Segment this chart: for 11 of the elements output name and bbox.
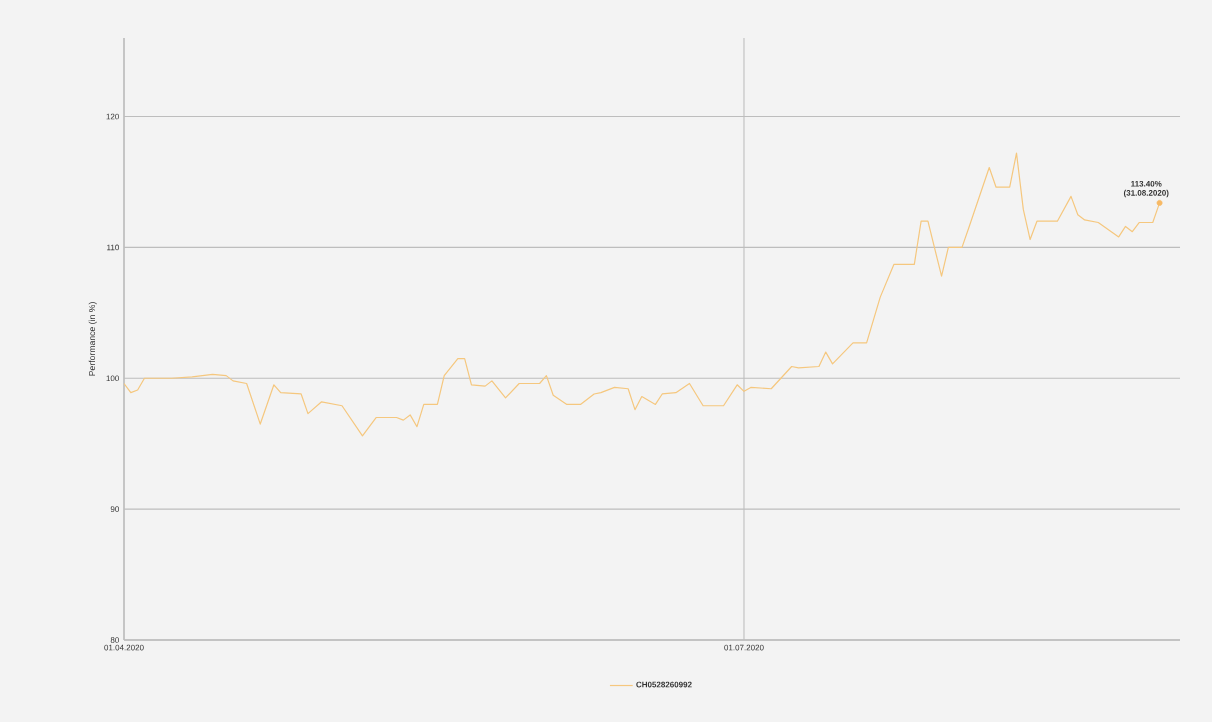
y-tick-label: 110 — [107, 244, 119, 251]
legend-label: CH0528260992 — [636, 681, 692, 688]
y-tick-label: 120 — [106, 113, 119, 120]
y-tick-label: 100 — [106, 375, 119, 382]
y-axis-title: Performance (in %) — [88, 302, 97, 376]
y-tick-label: 90 — [110, 506, 119, 512]
annotation: 113.40% — [1131, 180, 1162, 187]
y-tick-label: 80 — [110, 637, 119, 643]
x-tick-label: 01.07.2020 — [724, 644, 764, 651]
x-tick-label: 01.04.2020 — [104, 644, 144, 651]
annotation: (31.08.2020) — [1123, 189, 1169, 198]
